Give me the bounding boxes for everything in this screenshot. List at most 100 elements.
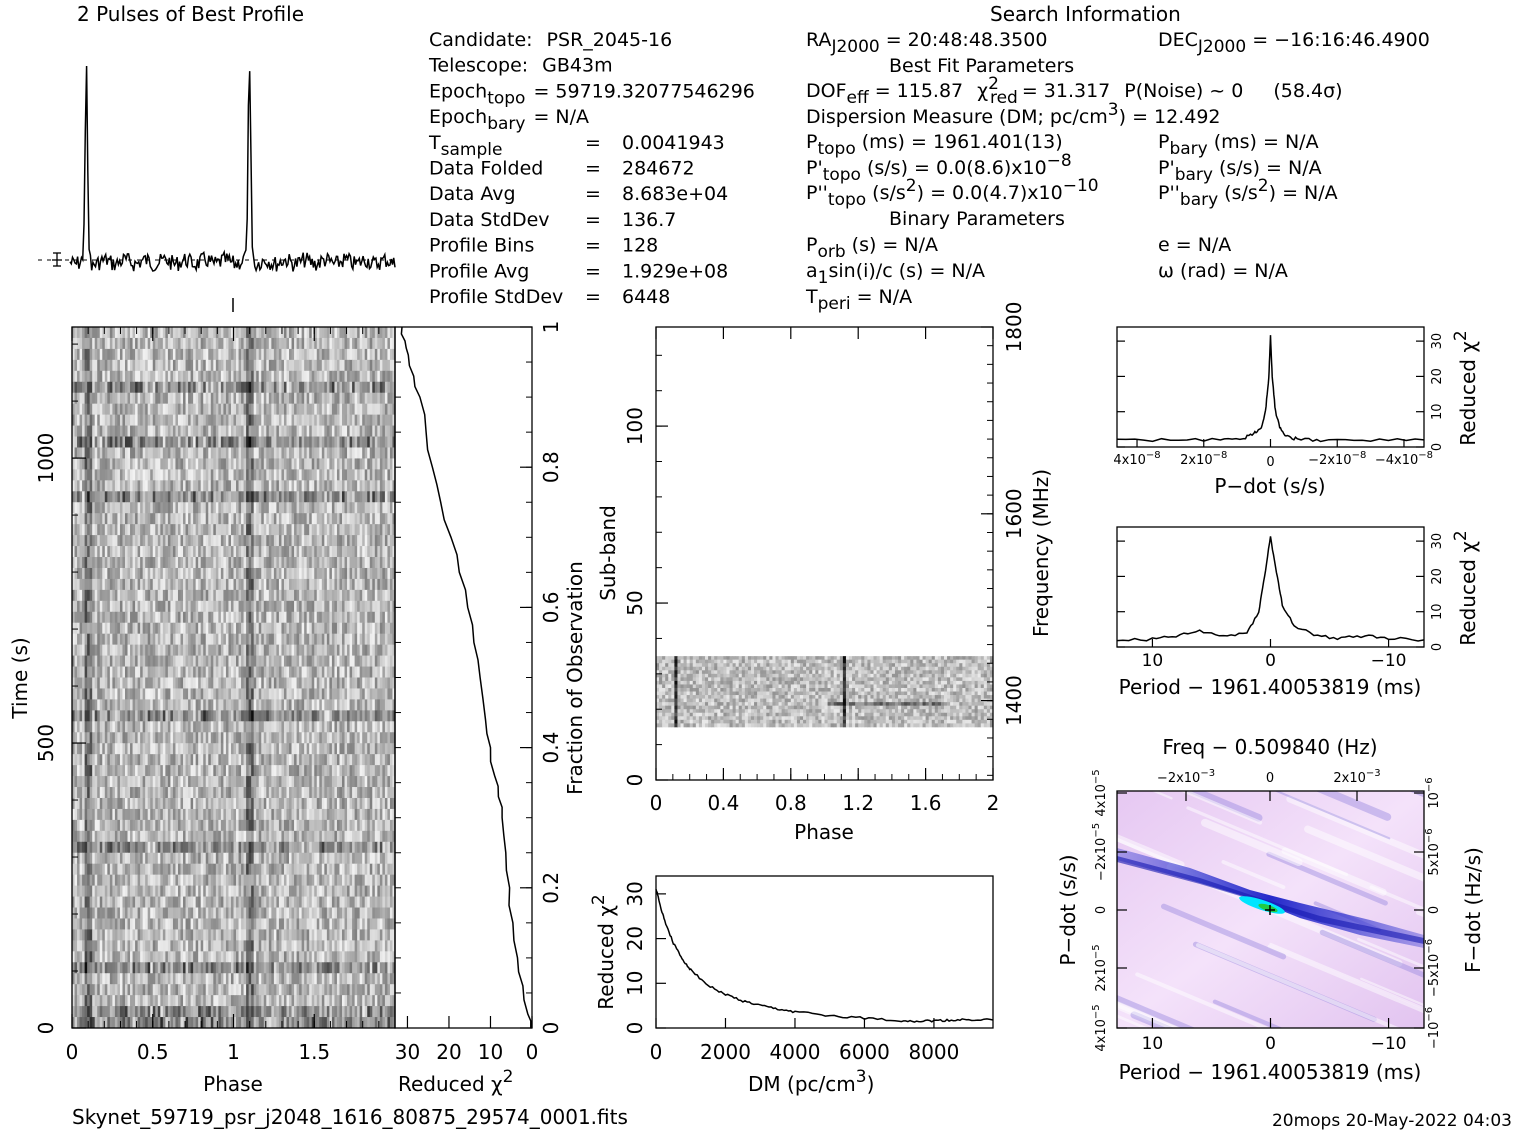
greyscale-cell (294, 491, 297, 503)
greyscale-cell (316, 589, 320, 602)
greyscale-cell (286, 359, 290, 372)
greyscale-cell (89, 546, 93, 558)
greyscale-cell (190, 337, 194, 350)
greyscale-cell (145, 327, 149, 339)
greyscale-cell (137, 359, 141, 372)
greyscale-cell (170, 447, 174, 459)
greyscale-cell (347, 732, 350, 744)
greyscale-cell (283, 392, 287, 405)
greyscale-cell (215, 425, 219, 437)
greyscale-cell (190, 381, 194, 394)
greyscale-cell (127, 524, 131, 536)
greyscale-cell (374, 425, 378, 437)
greyscale-cell (132, 469, 136, 481)
greyscale-cell (228, 327, 232, 339)
greyscale-cell (188, 666, 191, 678)
greyscale-cell (198, 524, 202, 536)
greyscale-cell (291, 677, 295, 689)
greyscale-cell (291, 436, 295, 448)
greyscale-cell (283, 436, 287, 448)
greyscale-cell (374, 337, 378, 350)
greyscale-cell (87, 381, 91, 394)
greyscale-cell (130, 699, 133, 711)
greyscale-cell (294, 578, 297, 591)
greyscale-cell (273, 392, 277, 405)
greyscale-cell (364, 491, 368, 503)
greyscale-cell (220, 348, 224, 361)
greyscale-cell (236, 436, 239, 448)
greyscale-cell (205, 348, 209, 361)
greyscale-cell (112, 710, 116, 722)
greyscale-cell (372, 622, 376, 635)
greyscale-cell (266, 392, 270, 405)
greyscale-cell (155, 513, 159, 525)
greyscale-cell (304, 348, 308, 361)
greyscale-cell (314, 337, 318, 350)
greyscale-cell (352, 567, 356, 580)
greyscale-cell (251, 524, 255, 536)
greyscale-cell (362, 403, 366, 416)
greyscale-cell (362, 337, 366, 350)
greyscale-cell (256, 721, 260, 733)
greyscale-cell (74, 600, 78, 613)
greyscale-cell (137, 469, 141, 481)
greyscale-cell (253, 557, 257, 569)
greyscale-cell (382, 381, 386, 394)
greyscale-cell (190, 666, 194, 678)
greyscale-cell (336, 721, 340, 733)
greyscale-cell (273, 622, 277, 635)
greyscale-cell (102, 469, 106, 481)
greyscale-cell (183, 436, 186, 448)
greyscale-cell (286, 447, 290, 459)
greyscale-cell (114, 348, 118, 361)
greyscale-cell (319, 567, 323, 580)
greyscale-cell (72, 524, 75, 536)
greyscale-cell (175, 743, 179, 755)
greyscale-cell (122, 370, 126, 383)
greyscale-cell (291, 611, 295, 624)
greyscale-cell (316, 348, 320, 361)
greyscale-cell (236, 655, 239, 667)
greyscale-cell (225, 666, 229, 678)
greyscale-cell (72, 578, 75, 591)
greyscale-cell (331, 666, 335, 678)
greyscale-cell (130, 502, 133, 514)
greyscale-cell (324, 710, 328, 722)
greyscale-cell (145, 403, 149, 416)
greyscale-cell (377, 392, 381, 405)
greyscale-cell (160, 491, 164, 503)
greyscale-cell (109, 666, 113, 678)
greyscale-cell (241, 480, 244, 492)
greyscale-cell (198, 403, 202, 416)
greyscale-cell (107, 622, 111, 635)
greyscale-cell (175, 677, 179, 689)
greyscale-cell (84, 589, 88, 602)
greyscale-cell (157, 567, 161, 580)
greyscale-cell (119, 743, 123, 755)
greyscale-cell (152, 447, 156, 459)
greyscale-cell (210, 710, 214, 722)
greyscale-cell (367, 425, 371, 437)
greyscale-cell (276, 436, 280, 448)
greyscale-cell (122, 655, 126, 667)
greyscale-cell (193, 644, 197, 656)
greyscale-cell (246, 392, 250, 405)
greyscale-cell (268, 447, 272, 459)
greyscale-cell (377, 633, 381, 646)
greyscale-cell (296, 392, 300, 405)
greyscale-cell (294, 644, 297, 656)
greyscale-cell (215, 589, 219, 602)
greyscale-cell (251, 381, 255, 394)
greyscale-cell (304, 688, 308, 700)
greyscale-cell (150, 381, 154, 394)
greyscale-cell (119, 666, 123, 678)
greyscale-cell (367, 666, 371, 678)
greyscale-cell (195, 535, 199, 547)
greyscale-cell (223, 721, 227, 733)
greyscale-cell (359, 447, 363, 459)
greyscale-cell (155, 359, 159, 372)
greyscale-cell (112, 589, 116, 602)
greyscale-cell (198, 370, 202, 383)
greyscale-cell (339, 469, 343, 481)
greyscale-cell (296, 567, 300, 580)
